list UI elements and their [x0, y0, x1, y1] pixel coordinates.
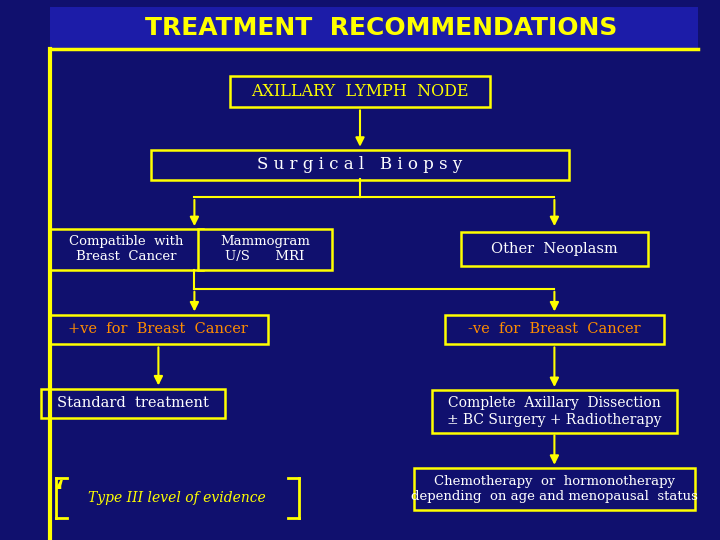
- Text: TREATMENT  RECOMMENDATIONS: TREATMENT RECOMMENDATIONS: [145, 16, 618, 39]
- FancyBboxPatch shape: [198, 229, 331, 269]
- FancyBboxPatch shape: [151, 150, 569, 179]
- Text: Chemotherapy  or  hormonotherapy
depending  on age and menopausal  status: Chemotherapy or hormonotherapy depending…: [411, 475, 698, 503]
- FancyBboxPatch shape: [48, 229, 203, 269]
- FancyBboxPatch shape: [414, 468, 695, 510]
- FancyBboxPatch shape: [432, 390, 677, 433]
- Text: AXILLARY  LYMPH  NODE: AXILLARY LYMPH NODE: [251, 83, 469, 100]
- FancyBboxPatch shape: [461, 232, 648, 266]
- Text: Mammogram
U/S      MRI: Mammogram U/S MRI: [220, 235, 310, 264]
- Text: S u r g i c a l   B i o p s y: S u r g i c a l B i o p s y: [257, 156, 463, 173]
- Text: Other  Neoplasm: Other Neoplasm: [491, 242, 618, 256]
- Text: ‘: ‘: [54, 480, 66, 517]
- Text: +ve  for  Breast  Cancer: +ve for Breast Cancer: [68, 322, 248, 336]
- FancyBboxPatch shape: [230, 76, 490, 107]
- Text: Complete  Axillary  Dissection
± BC Surgery + Radiotherapy: Complete Axillary Dissection ± BC Surger…: [447, 396, 662, 427]
- FancyBboxPatch shape: [445, 314, 665, 345]
- FancyBboxPatch shape: [49, 314, 268, 345]
- FancyBboxPatch shape: [50, 7, 698, 49]
- Text: Type III level of evidence: Type III level of evidence: [88, 491, 265, 505]
- Text: Standard  treatment: Standard treatment: [58, 396, 209, 410]
- FancyBboxPatch shape: [42, 388, 225, 418]
- Text: -ve  for  Breast  Cancer: -ve for Breast Cancer: [468, 322, 641, 336]
- Text: Compatible  with
Breast  Cancer: Compatible with Breast Cancer: [69, 235, 183, 264]
